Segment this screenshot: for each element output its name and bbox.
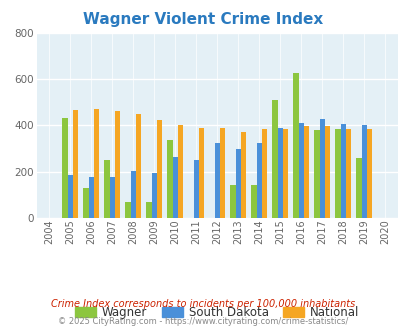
Bar: [83, 188, 88, 218]
Bar: [62, 118, 67, 218]
Bar: [256, 144, 261, 218]
Bar: [151, 174, 156, 218]
Bar: [198, 128, 204, 218]
Text: © 2025 CityRating.com - https://www.cityrating.com/crime-statistics/: © 2025 CityRating.com - https://www.city…: [58, 317, 347, 326]
Bar: [214, 144, 219, 218]
Bar: [172, 157, 177, 218]
Bar: [230, 185, 235, 218]
Bar: [345, 129, 350, 218]
Bar: [366, 129, 371, 218]
Bar: [282, 129, 288, 218]
Text: Crime Index corresponds to incidents per 100,000 inhabitants: Crime Index corresponds to incidents per…: [51, 299, 354, 309]
Bar: [272, 100, 277, 218]
Bar: [303, 126, 308, 218]
Bar: [193, 160, 198, 218]
Bar: [251, 185, 256, 218]
Bar: [356, 158, 361, 218]
Bar: [109, 178, 115, 218]
Bar: [104, 160, 109, 218]
Bar: [235, 148, 240, 218]
Bar: [340, 124, 345, 218]
Bar: [125, 202, 130, 218]
Bar: [130, 171, 135, 218]
Bar: [167, 141, 172, 218]
Bar: [94, 109, 99, 218]
Bar: [261, 129, 266, 218]
Bar: [88, 178, 94, 218]
Bar: [67, 175, 72, 218]
Bar: [293, 74, 298, 218]
Bar: [240, 132, 245, 218]
Legend: Wagner, South Dakota, National: Wagner, South Dakota, National: [70, 301, 363, 324]
Bar: [177, 125, 183, 218]
Bar: [135, 114, 141, 218]
Bar: [219, 128, 224, 218]
Text: Wagner Violent Crime Index: Wagner Violent Crime Index: [83, 12, 322, 26]
Bar: [313, 130, 319, 218]
Bar: [277, 128, 282, 218]
Bar: [298, 123, 303, 218]
Bar: [72, 110, 78, 218]
Bar: [324, 126, 329, 218]
Bar: [115, 111, 120, 218]
Bar: [146, 202, 151, 218]
Bar: [335, 129, 340, 218]
Bar: [319, 119, 324, 218]
Bar: [156, 120, 162, 218]
Bar: [361, 125, 366, 218]
